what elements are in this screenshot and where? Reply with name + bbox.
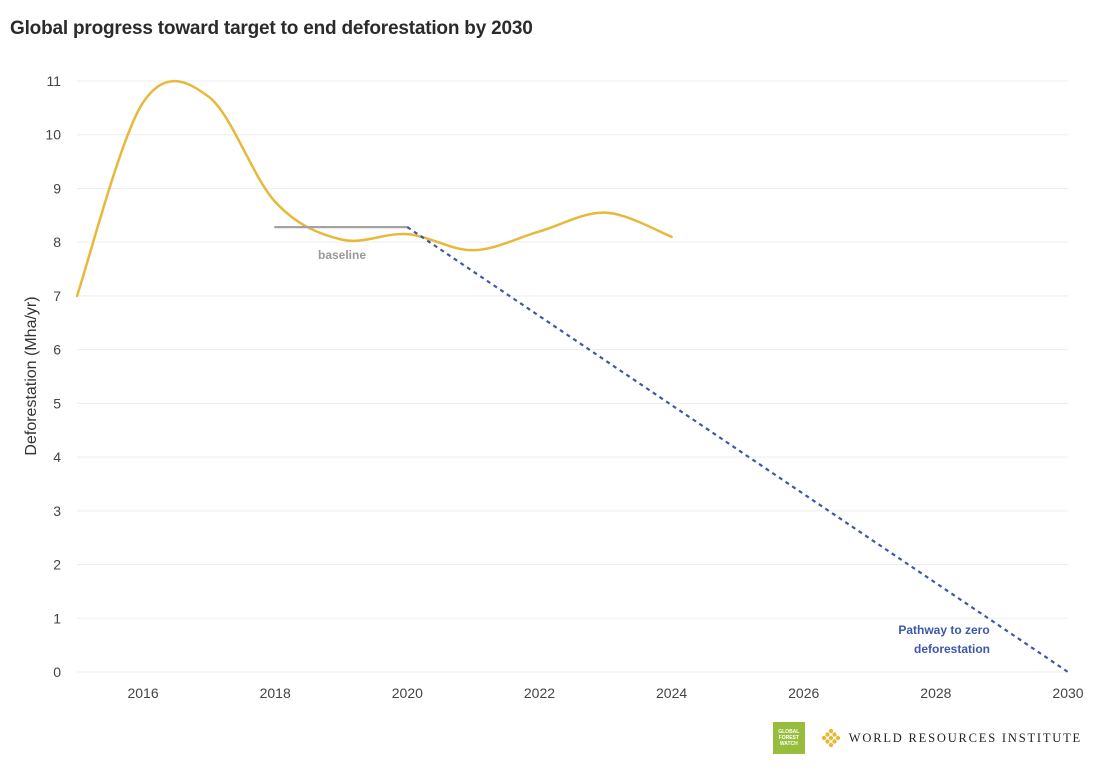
- wri-logo: WORLD RESOURCES INSTITUTE: [821, 728, 1082, 748]
- pathway-label-line1: Pathway to zero: [898, 623, 989, 637]
- x-tick-label: 2022: [524, 685, 555, 701]
- x-tick-label: 2024: [656, 685, 687, 701]
- x-tick-label: 2030: [1052, 685, 1083, 701]
- chart-title: Global progress toward target to end def…: [10, 18, 533, 39]
- deforestation-line: [75, 79, 673, 298]
- gfw-logo-line3: WATCH: [779, 741, 798, 747]
- y-tick-label: 9: [53, 180, 61, 196]
- y-tick-label: 4: [53, 449, 61, 465]
- baseline-label: baseline: [318, 248, 366, 262]
- wri-logo-icon: [821, 728, 840, 748]
- wri-logo-text: WORLD RESOURCES INSTITUTE: [848, 730, 1082, 745]
- x-tick-label: 2028: [920, 685, 951, 701]
- y-tick-label: 3: [53, 503, 61, 519]
- pathway-label-line2: deforestation: [914, 642, 990, 656]
- y-axis-label: Deforestation (Mha/yr): [23, 296, 40, 455]
- y-tick-label: 0: [53, 664, 61, 680]
- footer-logos: GLOBAL FOREST WATCH WORLD RESOURCES INST…: [772, 722, 1082, 754]
- gfw-logo-line1: GLOBAL: [778, 729, 800, 735]
- x-tick-label: 2018: [260, 685, 291, 701]
- x-tick-label: 2020: [392, 685, 423, 701]
- x-tick-label: 2016: [127, 685, 158, 701]
- y-tick-label: 6: [53, 342, 61, 358]
- y-axis-ticks: 0 1 2 3 4 5 6 7 8 9 10 11: [45, 73, 61, 680]
- y-tick-label: 5: [53, 395, 61, 411]
- x-tick-label: 2026: [788, 685, 819, 701]
- y-tick-label: 7: [53, 288, 61, 304]
- y-tick-label: 2: [53, 557, 61, 573]
- gridlines: [77, 80, 1068, 673]
- y-tick-label: 1: [53, 610, 61, 626]
- y-tick-label: 11: [46, 73, 61, 89]
- pathway-dashed-line: [406, 226, 1069, 673]
- gfw-logo-icon: GLOBAL FOREST WATCH: [772, 722, 805, 754]
- series-lines: [75, 79, 1069, 673]
- y-tick-label: 8: [53, 234, 61, 250]
- y-tick-label: 10: [45, 127, 61, 143]
- x-axis-ticks: 2016 2018 2020 2022 2024 2026 2028 2030: [127, 685, 1083, 701]
- gfw-logo-line2: FOREST: [778, 735, 799, 741]
